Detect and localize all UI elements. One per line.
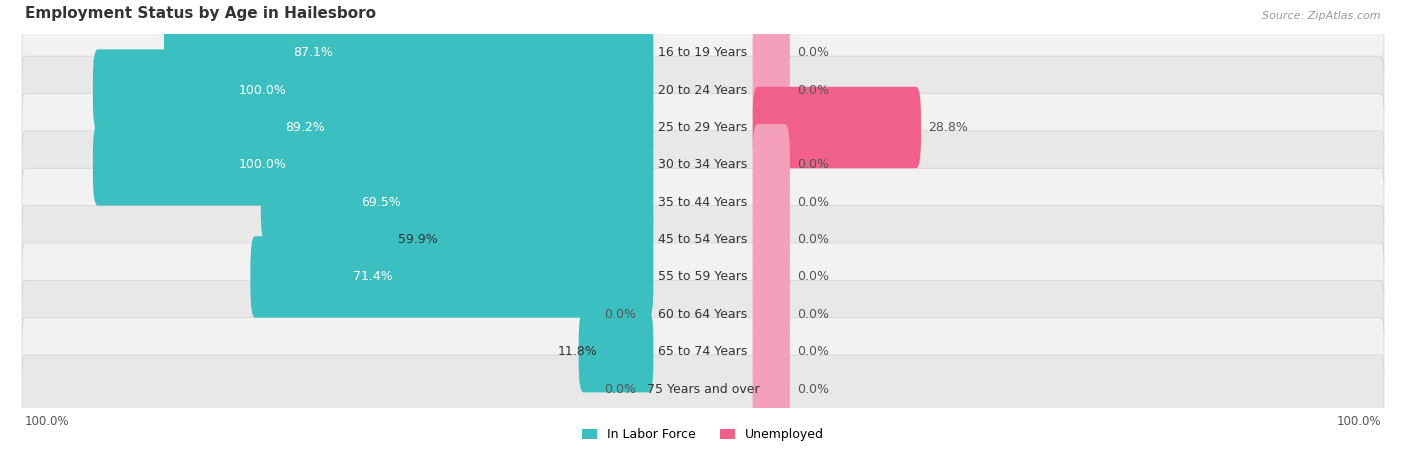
FancyBboxPatch shape xyxy=(22,318,1384,386)
FancyBboxPatch shape xyxy=(22,355,1384,423)
Text: 65 to 74 Years: 65 to 74 Years xyxy=(658,345,748,358)
FancyBboxPatch shape xyxy=(752,236,790,318)
FancyBboxPatch shape xyxy=(752,199,790,280)
Text: 100.0%: 100.0% xyxy=(239,84,287,97)
Text: 75 Years and over: 75 Years and over xyxy=(647,382,759,396)
FancyBboxPatch shape xyxy=(752,162,790,243)
Legend: In Labor Force, Unemployed: In Labor Force, Unemployed xyxy=(576,423,830,446)
Text: 0.0%: 0.0% xyxy=(797,46,830,59)
FancyBboxPatch shape xyxy=(22,168,1384,236)
FancyBboxPatch shape xyxy=(152,87,654,168)
Text: 25 to 29 Years: 25 to 29 Years xyxy=(658,121,748,134)
FancyBboxPatch shape xyxy=(93,50,654,131)
FancyBboxPatch shape xyxy=(752,124,790,206)
FancyBboxPatch shape xyxy=(752,12,790,94)
FancyBboxPatch shape xyxy=(22,280,1384,348)
Text: 89.2%: 89.2% xyxy=(285,121,325,134)
Text: 30 to 34 Years: 30 to 34 Years xyxy=(658,158,748,171)
Text: 60 to 64 Years: 60 to 64 Years xyxy=(658,308,748,321)
Text: Source: ZipAtlas.com: Source: ZipAtlas.com xyxy=(1263,11,1381,21)
FancyBboxPatch shape xyxy=(22,19,1384,87)
FancyBboxPatch shape xyxy=(22,243,1384,311)
Text: 100.0%: 100.0% xyxy=(239,158,287,171)
FancyBboxPatch shape xyxy=(22,131,1384,199)
Text: 100.0%: 100.0% xyxy=(1336,415,1381,428)
Text: 11.8%: 11.8% xyxy=(558,345,598,358)
Text: 0.0%: 0.0% xyxy=(605,382,637,396)
FancyBboxPatch shape xyxy=(93,124,654,206)
FancyBboxPatch shape xyxy=(262,162,654,243)
Text: 0.0%: 0.0% xyxy=(797,196,830,209)
Text: Employment Status by Age in Hailesboro: Employment Status by Age in Hailesboro xyxy=(25,6,375,21)
FancyBboxPatch shape xyxy=(165,12,654,94)
Text: 55 to 59 Years: 55 to 59 Years xyxy=(658,270,748,284)
Text: 35 to 44 Years: 35 to 44 Years xyxy=(658,196,748,209)
Text: 71.4%: 71.4% xyxy=(353,270,394,284)
Text: 0.0%: 0.0% xyxy=(797,308,830,321)
Text: 100.0%: 100.0% xyxy=(25,415,70,428)
FancyBboxPatch shape xyxy=(752,50,790,131)
FancyBboxPatch shape xyxy=(579,311,654,392)
Text: 0.0%: 0.0% xyxy=(797,345,830,358)
FancyBboxPatch shape xyxy=(752,348,790,430)
FancyBboxPatch shape xyxy=(250,236,654,318)
Text: 16 to 19 Years: 16 to 19 Years xyxy=(658,46,748,59)
FancyBboxPatch shape xyxy=(22,206,1384,274)
Text: 0.0%: 0.0% xyxy=(797,233,830,246)
Text: 59.9%: 59.9% xyxy=(398,233,437,246)
Text: 0.0%: 0.0% xyxy=(797,158,830,171)
FancyBboxPatch shape xyxy=(752,274,790,355)
FancyBboxPatch shape xyxy=(22,56,1384,124)
Text: 69.5%: 69.5% xyxy=(361,196,401,209)
FancyBboxPatch shape xyxy=(752,311,790,392)
Text: 0.0%: 0.0% xyxy=(797,270,830,284)
Text: 0.0%: 0.0% xyxy=(797,382,830,396)
FancyBboxPatch shape xyxy=(22,94,1384,162)
Text: 28.8%: 28.8% xyxy=(928,121,969,134)
Text: 0.0%: 0.0% xyxy=(605,308,637,321)
Text: 0.0%: 0.0% xyxy=(797,84,830,97)
Text: 87.1%: 87.1% xyxy=(292,46,333,59)
Text: 45 to 54 Years: 45 to 54 Years xyxy=(658,233,748,246)
FancyBboxPatch shape xyxy=(314,199,654,280)
FancyBboxPatch shape xyxy=(752,87,921,168)
Text: 20 to 24 Years: 20 to 24 Years xyxy=(658,84,748,97)
